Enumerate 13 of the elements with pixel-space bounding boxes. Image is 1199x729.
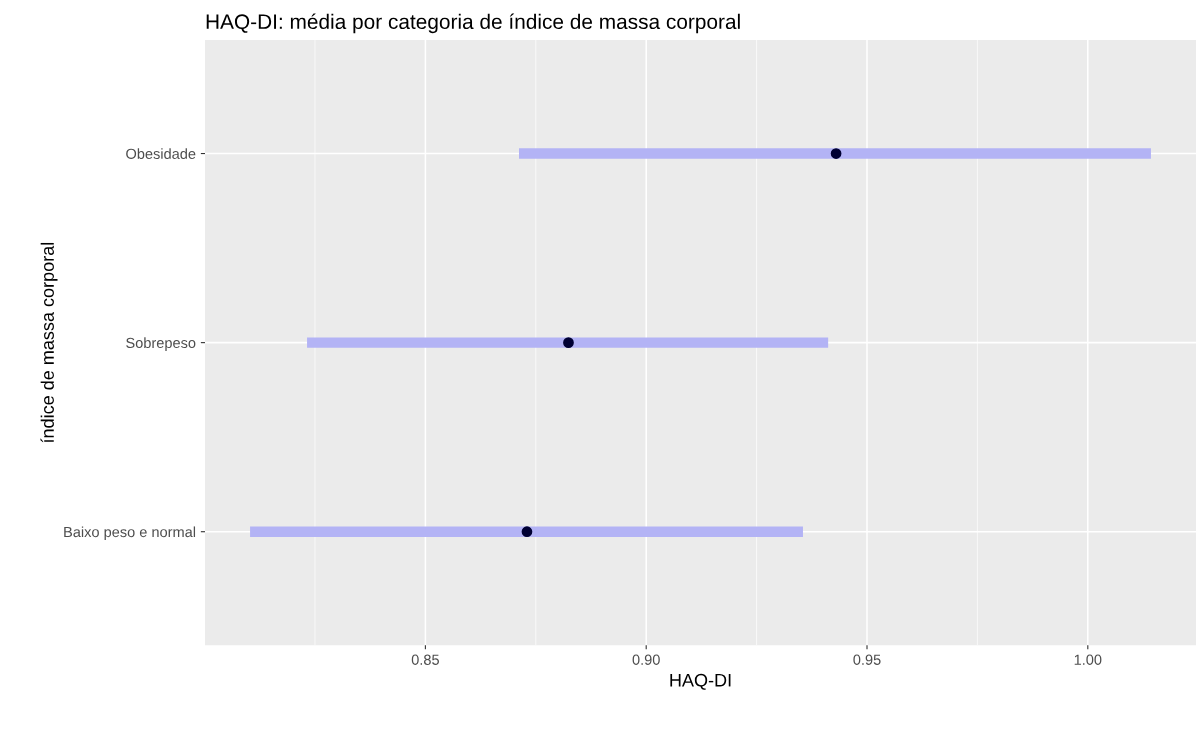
y-axis-title: índice de massa corporal (40, 242, 58, 443)
bar (307, 337, 829, 348)
chart-title: HAQ-DI: média por categoria de índice de massa corporal (206, 13, 740, 34)
x-tick-label: 1.00 (1074, 654, 1102, 665)
y-tick-label: Obesidade (126, 148, 196, 159)
y-tick-label: Sobrepeso (126, 337, 196, 351)
x-tick-label: 0.90 (632, 654, 660, 665)
x-axis-title: HAQ-DI (670, 673, 731, 690)
bar (250, 526, 803, 537)
bar (519, 148, 1151, 159)
x-tick-label: 0.95 (853, 654, 881, 665)
x-tick-label: 0.85 (411, 654, 439, 665)
y-tick-label: Baixo peso e normal (64, 526, 196, 541)
